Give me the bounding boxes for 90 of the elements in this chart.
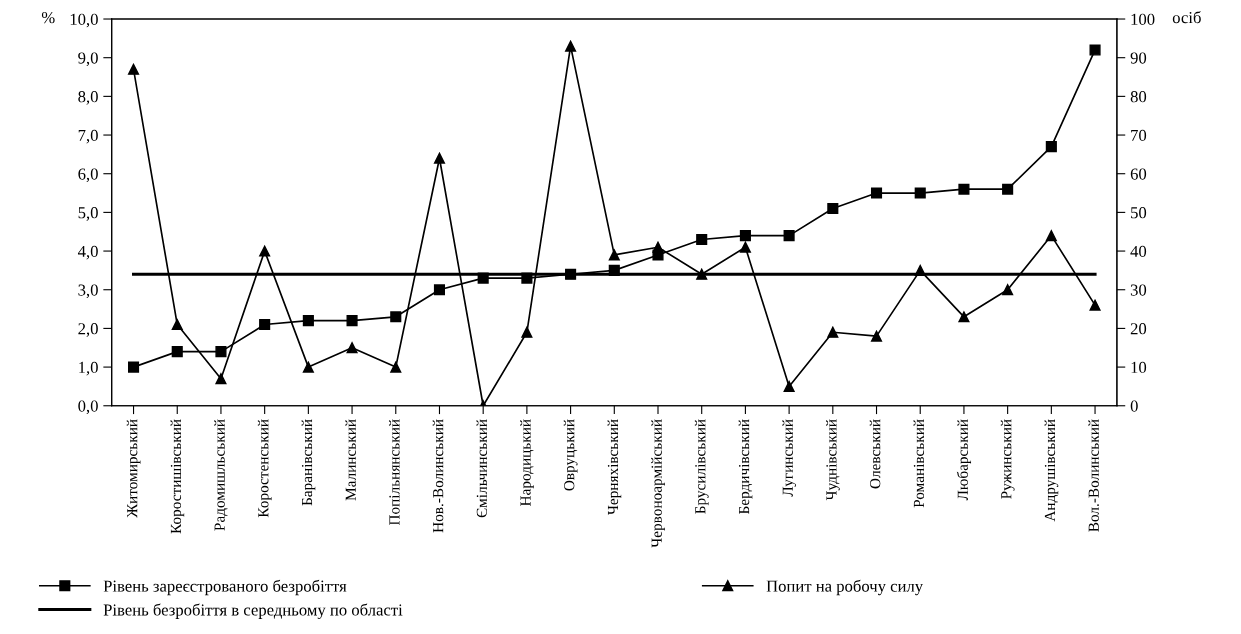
point	[870, 330, 883, 342]
x-tick-label: Баранівський	[301, 419, 316, 506]
point	[390, 361, 402, 373]
point	[346, 315, 358, 327]
x-tick-label: Бердичівський	[738, 419, 753, 515]
y2-tick-label: 100	[1131, 13, 1155, 25]
point	[958, 183, 970, 195]
point	[914, 187, 926, 199]
x-tick-label: Лугинський	[782, 419, 797, 497]
x-tick-label: Ємільчинський	[476, 419, 487, 518]
y2-tick-label: 20	[1130, 323, 1147, 335]
point	[259, 245, 271, 257]
point	[652, 241, 664, 253]
point	[1002, 183, 1014, 195]
point	[215, 346, 227, 358]
point	[1089, 44, 1101, 56]
point	[259, 318, 271, 331]
y-tick-label: 3,0	[78, 284, 98, 299]
point	[521, 326, 533, 338]
x-tick-label: Чуднівський	[825, 419, 840, 501]
y-tick-label: 2,0	[78, 323, 98, 337]
x-tick-label: Коростишівський	[170, 419, 185, 534]
y2-tick-label: 80	[1130, 91, 1147, 103]
x-tick-label: Олевський	[869, 419, 881, 489]
x-tick-label: Коростенський	[257, 419, 272, 518]
point	[696, 268, 708, 280]
point	[914, 264, 926, 276]
point	[827, 202, 839, 215]
point	[433, 284, 446, 296]
point	[783, 230, 795, 242]
y2-axis-title: осіб	[1172, 11, 1201, 24]
x-tick-label: Черняхівський	[607, 419, 622, 515]
y-tick-label: 6,0	[78, 168, 98, 183]
x-tick-label: Брусилівський	[694, 419, 709, 514]
point	[302, 361, 314, 373]
y-tick-label: 7,0	[78, 129, 98, 144]
point	[739, 230, 751, 242]
point	[608, 249, 620, 261]
y2-tick-label: 30	[1130, 284, 1147, 296]
point	[127, 63, 140, 75]
point	[390, 311, 402, 323]
y-tick-label: 4,0	[77, 245, 98, 260]
point	[696, 233, 708, 246]
y-tick-label: 10,0	[70, 13, 98, 28]
point	[565, 40, 577, 52]
legend-label: Рівень зареєстрованого безробіття	[103, 579, 347, 596]
point	[215, 373, 227, 385]
legend-label: Рівень безробіття в середньому по області	[103, 603, 403, 619]
x-tick-label: Андрушівський	[1044, 419, 1059, 522]
point	[346, 342, 358, 354]
point	[1045, 141, 1057, 153]
point	[958, 311, 970, 323]
point	[171, 318, 183, 331]
point	[1045, 230, 1057, 242]
point	[302, 315, 314, 327]
point	[171, 346, 183, 358]
x-tick-label: Нов.-Волинський	[432, 419, 444, 533]
y2-tick-label: 10	[1131, 361, 1147, 374]
y2-tick-label: 60	[1130, 168, 1147, 180]
point	[433, 152, 446, 164]
point	[827, 326, 839, 338]
y-tick-label: 9,0	[78, 52, 98, 67]
point	[783, 380, 795, 392]
x-tick-label: Попільнянський	[388, 419, 400, 526]
legend-label: Попит на робочу силу	[766, 579, 924, 596]
x-tick-label: Народицький	[520, 419, 534, 507]
y-tick-label: 0,0	[78, 400, 98, 415]
x-tick-label: Радомишльський	[214, 419, 228, 531]
point	[1089, 299, 1101, 311]
x-tick-label: Ружинський	[1000, 419, 1015, 499]
x-tick-label: Червоноармійський	[651, 419, 665, 548]
x-tick-label: Вол.-Волинський	[1088, 419, 1099, 532]
y2-tick-label: 0	[1130, 400, 1138, 412]
y-tick-label: 1,0	[79, 361, 98, 376]
y2-tick-label: 70	[1131, 129, 1147, 141]
point	[127, 361, 140, 373]
y-tick-label: 8,0	[78, 91, 98, 105]
y2-tick-label: 90	[1130, 52, 1147, 64]
point	[870, 187, 883, 199]
y-tick-label: 5,0	[78, 207, 98, 221]
y2-tick-label: 40	[1130, 245, 1147, 258]
x-tick-label: Овруцький	[563, 419, 578, 491]
x-tick-label: Любарський	[956, 419, 972, 501]
y2-tick-label: 50	[1131, 207, 1147, 219]
y-axis-title: %	[41, 11, 55, 24]
point	[1002, 284, 1014, 296]
x-tick-label: Малинський	[345, 419, 356, 501]
x-tick-label: Житомирський	[126, 419, 141, 518]
point	[739, 241, 751, 253]
x-tick-label: Романівський	[913, 419, 925, 508]
